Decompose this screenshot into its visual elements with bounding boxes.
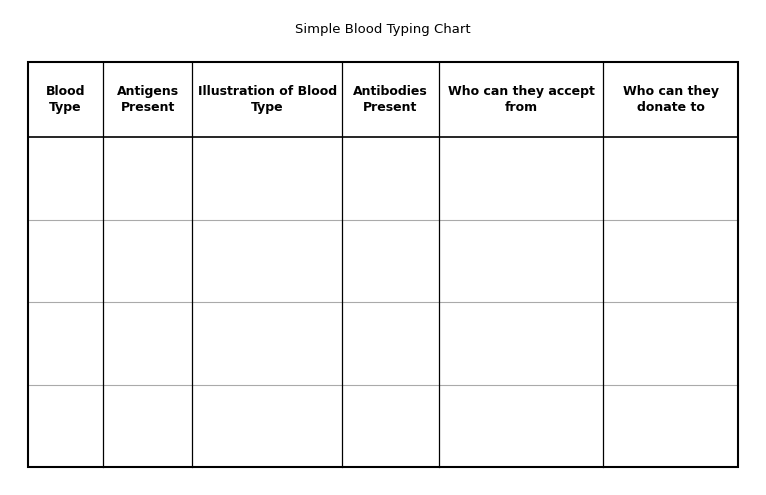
Bar: [28, 62, 738, 467]
Text: Who can they accept
from: Who can they accept from: [448, 85, 594, 114]
Text: Blood
Type: Blood Type: [46, 85, 85, 114]
Text: Simple Blood Typing Chart: Simple Blood Typing Chart: [295, 23, 471, 37]
Text: Who can they
donate to: Who can they donate to: [623, 85, 719, 114]
Text: Illustration of Blood
Type: Illustration of Blood Type: [198, 85, 337, 114]
Text: Antigens
Present: Antigens Present: [116, 85, 178, 114]
Text: Antibodies
Present: Antibodies Present: [353, 85, 428, 114]
